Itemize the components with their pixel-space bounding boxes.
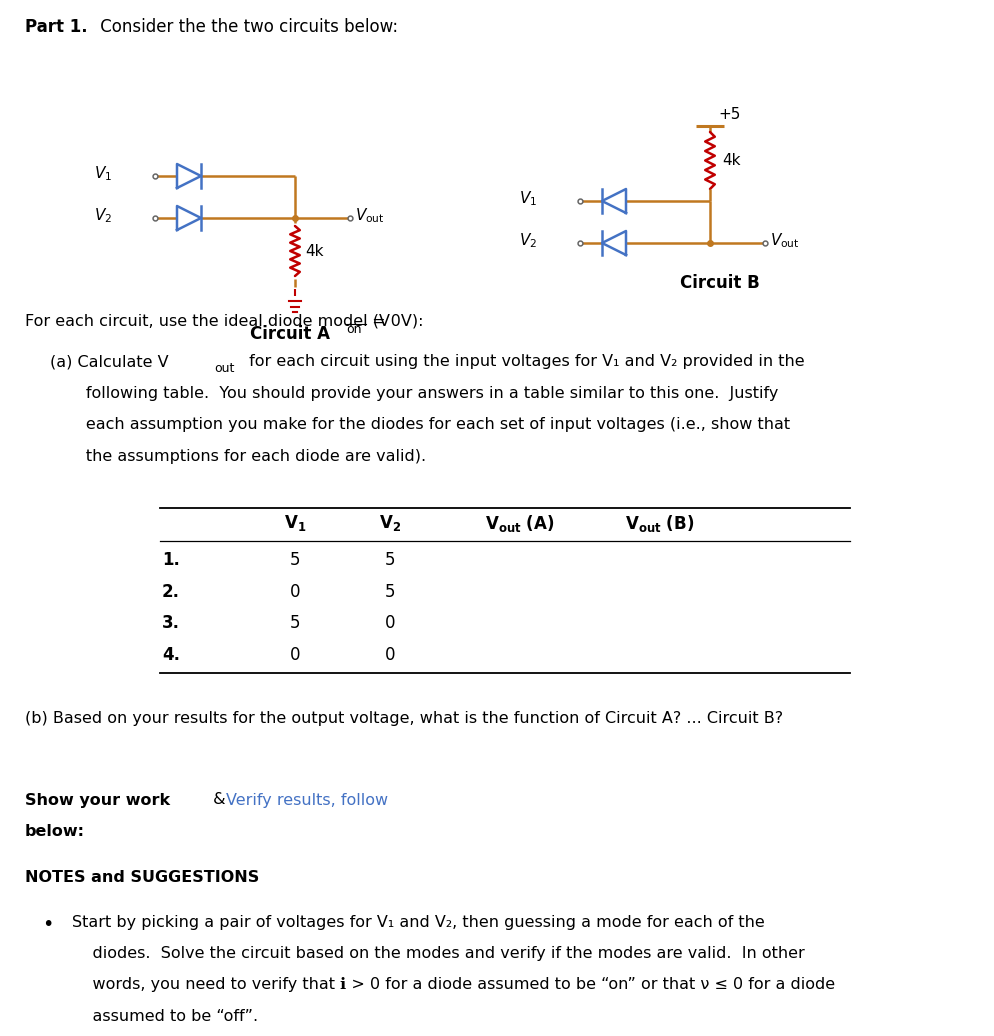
Text: 5: 5 [289,551,300,569]
Text: Circuit A: Circuit A [250,325,330,343]
Text: $V_{\mathrm{out}}$: $V_{\mathrm{out}}$ [355,206,385,226]
Text: For each circuit, use the ideal diode model (V: For each circuit, use the ideal diode mo… [25,314,390,329]
Text: 5: 5 [385,583,396,601]
Text: •: • [42,915,54,933]
Text: 2.: 2. [162,583,180,601]
Text: +5: +5 [718,107,741,122]
Text: 4.: 4. [162,645,180,664]
Text: $\mathbf{V_2}$: $\mathbf{V_2}$ [379,513,401,533]
Text: 0: 0 [385,645,396,664]
Text: NOTES and SUGGESTIONS: NOTES and SUGGESTIONS [25,870,259,886]
Text: below:: below: [25,825,85,839]
Text: words, you need to verify that ℹ > 0 for a diode assumed to be “on” or that ν ≤ : words, you need to verify that ℹ > 0 for… [72,978,835,992]
Text: each assumption you make for the diodes for each set of input voltages (i.e., sh: each assumption you make for the diodes … [50,418,790,432]
Text: (a) Calculate V: (a) Calculate V [50,354,169,369]
Text: 0: 0 [289,583,300,601]
Text: Start by picking a pair of voltages for V₁ and V₂, then guessing a mode for each: Start by picking a pair of voltages for … [72,915,764,929]
Text: (b) Based on your results for the output voltage, what is the function of Circui: (b) Based on your results for the output… [25,711,783,725]
Text: for each circuit using the input voltages for V₁ and V₂ provided in the: for each circuit using the input voltage… [244,354,804,369]
Text: 0: 0 [289,645,300,664]
Text: $V_1$: $V_1$ [519,190,537,208]
Text: Consider the the two circuits below:: Consider the the two circuits below: [95,18,399,36]
Text: assumed to be “off”.: assumed to be “off”. [72,1009,258,1024]
Text: $\mathbf{V_{out}}$$\mathbf{\ (B)}$: $\mathbf{V_{out}}$$\mathbf{\ (B)}$ [625,513,695,534]
Text: 5: 5 [289,614,300,632]
Text: Verify results, follow: Verify results, follow [226,793,388,807]
Text: $\mathbf{V_1}$: $\mathbf{V_1}$ [284,513,306,533]
Text: Circuit B: Circuit B [680,274,759,292]
Text: out: out [214,362,235,374]
Text: = 0V):: = 0V): [367,314,423,329]
Text: on: on [346,323,362,336]
Text: $V_2$: $V_2$ [519,232,537,251]
Text: Show your work: Show your work [25,793,170,807]
Text: 4k: 4k [722,153,741,168]
Text: the assumptions for each diode are valid).: the assumptions for each diode are valid… [50,449,426,463]
Text: diodes.  Solve the circuit based on the modes and verify if the modes are valid.: diodes. Solve the circuit based on the m… [72,946,805,961]
Text: $V_{\mathrm{out}}$: $V_{\mathrm{out}}$ [770,232,800,251]
Text: Part 1.: Part 1. [25,18,87,36]
Text: 1.: 1. [162,551,180,569]
Text: $V_2$: $V_2$ [94,206,112,226]
Text: $\mathbf{V_{out}}$$\mathbf{\ (A)}$: $\mathbf{V_{out}}$$\mathbf{\ (A)}$ [485,513,555,534]
Text: $V_1$: $V_1$ [93,165,112,183]
Text: 3.: 3. [162,614,180,632]
Text: 0: 0 [385,614,396,632]
Text: 5: 5 [385,551,396,569]
Text: 4k: 4k [305,243,323,259]
Text: &: & [208,793,231,807]
Text: following table.  You should provide your answers in a table similar to this one: following table. You should provide your… [50,385,778,401]
